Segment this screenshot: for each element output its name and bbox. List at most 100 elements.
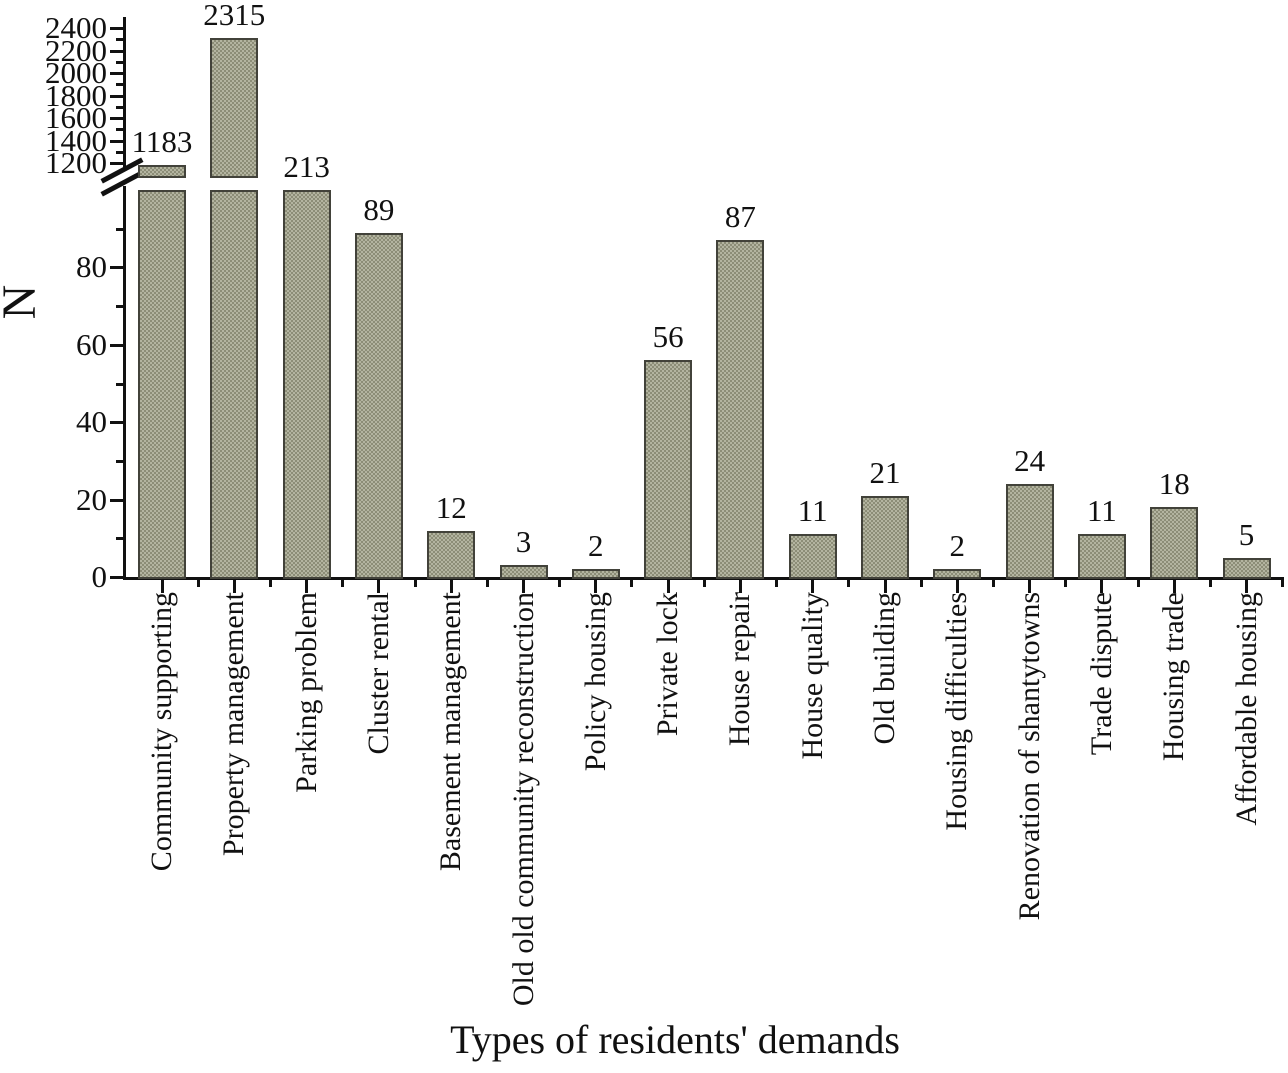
- y-minor-tick: [116, 38, 123, 42]
- bar: [644, 360, 693, 579]
- y-minor-tick: [116, 105, 123, 109]
- x-minor-tick: [702, 580, 706, 587]
- y-major-tick: [110, 421, 123, 425]
- y-tick-label: 40: [76, 404, 107, 440]
- bar: [354, 232, 403, 579]
- y-minor-tick: [116, 83, 123, 87]
- bar-upper-segment: [138, 164, 186, 178]
- x-minor-tick: [1208, 580, 1212, 587]
- y-tick-label: 2000: [45, 55, 107, 90]
- y-axis-line: [123, 17, 126, 170]
- x-axis-title: Types of residents' demands: [450, 1017, 900, 1062]
- x-category-label: Trade dispute: [1084, 592, 1118, 756]
- x-category-label: Property management: [217, 592, 251, 857]
- x-category-label: Housing trade: [1157, 592, 1191, 762]
- bar: [1222, 557, 1271, 579]
- x-major-tick: [305, 580, 309, 593]
- bar-upper-segment: [210, 37, 259, 178]
- bar: [1150, 507, 1199, 579]
- bar-value-label: 89: [363, 191, 395, 227]
- x-major-tick: [522, 580, 525, 593]
- x-minor-tick: [1064, 580, 1068, 587]
- y-major-tick: [110, 576, 123, 579]
- x-major-tick: [883, 580, 887, 593]
- y-minor-tick: [116, 128, 123, 132]
- x-minor-tick: [1136, 580, 1140, 587]
- y-minor-tick: [116, 305, 123, 309]
- x-major-tick: [955, 580, 959, 593]
- y-major-tick: [110, 117, 123, 120]
- bar-value-label: 21: [869, 454, 901, 490]
- x-minor-tick: [558, 580, 562, 587]
- y-major-tick: [110, 72, 123, 75]
- y-tick-label: 1200: [45, 145, 107, 180]
- y-major-tick: [110, 162, 123, 165]
- x-major-tick: [1172, 580, 1176, 593]
- bar: [427, 530, 476, 579]
- bar-value-label: 11: [797, 493, 828, 529]
- bar: [571, 569, 620, 579]
- bar: [788, 534, 837, 579]
- y-tick-label: 80: [76, 249, 107, 285]
- x-major-tick: [666, 580, 670, 593]
- bar-value-label: 3: [515, 524, 532, 560]
- bar-value-label: 2: [588, 528, 604, 564]
- x-minor-tick: [413, 580, 417, 587]
- y-tick-label: 1600: [45, 100, 107, 135]
- y-axis-line: [123, 186, 126, 580]
- x-category-label: Old building: [868, 592, 901, 745]
- x-major-tick: [1245, 580, 1248, 593]
- bar-value-label: 5: [1238, 516, 1255, 552]
- bar-value-label: 2315: [203, 0, 266, 32]
- y-tick-label: 2400: [45, 10, 107, 45]
- y-minor-tick: [116, 227, 123, 231]
- x-category-label: Private lock: [651, 592, 685, 737]
- x-category-label: Old old community reconstruction: [506, 592, 540, 1007]
- y-major-tick: [110, 343, 123, 347]
- x-major-tick: [449, 580, 453, 593]
- x-minor-tick: [268, 580, 272, 587]
- x-major-tick: [1028, 580, 1032, 593]
- x-major-tick: [594, 580, 598, 593]
- x-minor-tick: [1281, 580, 1284, 587]
- x-minor-tick: [630, 580, 634, 587]
- x-minor-tick: [847, 580, 851, 587]
- x-minor-tick: [341, 580, 345, 587]
- x-major-tick: [232, 580, 236, 593]
- x-category-label: Policy housing: [578, 592, 612, 772]
- bar-value-label: 18: [1158, 466, 1190, 502]
- x-minor-tick: [485, 580, 489, 587]
- y-tick-label: 1400: [45, 122, 107, 158]
- y-tick-label: 2200: [45, 32, 107, 68]
- x-category-label: House quality: [795, 592, 829, 760]
- y-minor-tick: [116, 382, 123, 386]
- y-tick-label: 1800: [45, 77, 107, 113]
- y-major-tick: [110, 94, 123, 98]
- x-minor-tick: [196, 580, 200, 587]
- x-category-label: Housing difficulties: [940, 592, 974, 831]
- y-axis-title: N: [0, 276, 46, 328]
- bar-value-label: 12: [435, 489, 467, 525]
- y-minor-tick: [116, 459, 123, 463]
- y-tick-label: 20: [76, 481, 107, 517]
- bar-value-label: 24: [1014, 443, 1046, 479]
- x-category-label: Renovation of shantytowns: [1012, 592, 1046, 921]
- bar: [1005, 484, 1054, 579]
- bar: [1077, 534, 1126, 579]
- x-category-label: Community supporting: [145, 592, 178, 872]
- x-major-tick: [811, 580, 815, 593]
- x-minor-tick: [775, 580, 779, 587]
- y-major-tick: [110, 498, 123, 502]
- bar-value-label: 1183: [131, 123, 193, 159]
- x-minor-tick: [991, 580, 995, 587]
- bar: [716, 240, 765, 579]
- bar-value-label: 2: [949, 528, 966, 564]
- y-major-tick: [110, 139, 123, 143]
- y-major-tick: [110, 49, 123, 53]
- y-tick-label: 0: [91, 559, 108, 594]
- x-category-label: Basement management: [434, 592, 468, 872]
- y-minor-tick: [116, 537, 123, 541]
- x-category-label: Cluster rental: [361, 592, 395, 755]
- x-major-tick: [1100, 580, 1104, 593]
